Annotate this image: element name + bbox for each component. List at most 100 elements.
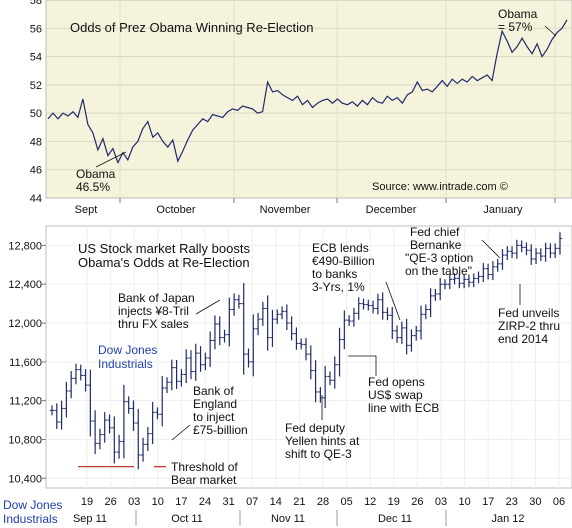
odds-x-axis: Sept October November December January xyxy=(75,198,556,216)
dow-price-bar xyxy=(461,274,467,289)
dow-price-bar xyxy=(481,263,486,283)
dow-price-bar xyxy=(64,381,69,418)
odds-y-tick-label: 58 xyxy=(30,0,42,7)
dow-price-bar xyxy=(207,331,213,367)
dow-price-bar xyxy=(418,305,424,340)
odds-chart: 44 46 48 50 52 54 56 58 Sept October November Dece… xyxy=(30,0,572,216)
dow-price-bar xyxy=(557,232,563,255)
dow-x-month-label: Nov 11 xyxy=(271,513,305,525)
dow-price-bar xyxy=(73,363,79,385)
dow-chart: 10,400 10,800 11,200 11,600 12,000 12,400 12,8… xyxy=(3,225,572,526)
dow-x-day-label: 03 xyxy=(435,496,447,508)
dow-price-bar xyxy=(289,316,294,341)
source-credit: Source: www.intrade.com © xyxy=(372,181,508,193)
dow-price-bar xyxy=(505,246,510,261)
dow-price-bar xyxy=(116,434,122,459)
odds-month-label: Sept xyxy=(75,204,98,216)
dow-price-bar xyxy=(519,240,524,253)
dow-price-bar xyxy=(88,369,93,437)
dow-price-bar xyxy=(466,274,472,288)
dow-price-bar xyxy=(155,407,160,420)
dow-price-bar xyxy=(390,306,395,340)
dow-y-tick-label: 11,200 xyxy=(9,396,42,408)
annotation-obama-start: Obama xyxy=(76,167,116,181)
dow-price-bar xyxy=(107,414,112,434)
annotation-obama-end: Obama xyxy=(498,7,538,21)
dow-price-bar xyxy=(150,401,155,445)
dow-price-bar xyxy=(543,242,548,262)
dow-x-day-label: 26 xyxy=(104,496,116,508)
dow-price-bar xyxy=(524,242,529,256)
dow-price-bar xyxy=(121,384,127,459)
x-axis-label-line2: Industrials xyxy=(3,512,58,526)
odds-month-label: January xyxy=(483,204,523,216)
dow-price-bar xyxy=(97,428,103,450)
dow-x-day-label: 21 xyxy=(293,496,305,508)
odds-month-label: October xyxy=(156,204,195,216)
dow-price-bar xyxy=(442,279,448,290)
annotation-ecb-line3: to banks xyxy=(312,267,357,281)
dow-price-bar xyxy=(179,369,184,387)
dow-price-bar xyxy=(83,369,88,392)
dow-y-tick-label: 12,800 xyxy=(8,240,42,252)
annotation-boe-line3: to inject xyxy=(193,410,235,424)
annotation-ecb-line2: €490-Billion xyxy=(312,254,375,268)
dow-x-month-label: Jan 12 xyxy=(491,513,524,525)
annotation-obama-end-value: = 57% xyxy=(498,20,533,34)
dow-price-bar xyxy=(404,318,409,355)
dow-x-day-label: 19 xyxy=(81,496,93,508)
annotation-obama-start-value: 46.5% xyxy=(76,180,110,194)
dow-price-bar xyxy=(380,292,385,320)
dow-price-bar xyxy=(351,307,357,327)
dow-x-day-label: 10 xyxy=(458,496,470,508)
dow-price-bar xyxy=(54,403,59,430)
dow-price-bar xyxy=(457,273,462,289)
dow-price-bar xyxy=(529,244,534,265)
annotation-boe-pointer xyxy=(171,424,191,441)
dow-price-bar xyxy=(538,248,544,262)
annotation-swap-line1: Fed opens xyxy=(368,375,425,389)
x-axis-label-line1: Dow Jones xyxy=(3,498,62,512)
dow-y-axis: 10,400 10,800 11,200 11,600 12,000 12,400 12,8… xyxy=(8,240,46,485)
annotation-bernanke-line3: "QE-3 option xyxy=(405,251,473,265)
dow-price-bar xyxy=(385,307,390,321)
dow-chart-title-line2: Obama's Odds at Re-Election xyxy=(78,255,250,270)
dow-price-bar xyxy=(241,283,246,375)
dow-price-bar xyxy=(68,371,74,399)
dow-price-bar xyxy=(193,343,198,381)
annotation-yellen-line1: Fed deputy xyxy=(285,421,345,435)
odds-y-tick-label: 46 xyxy=(30,165,42,177)
dow-price-bar xyxy=(476,271,481,284)
dow-x-axis-days: 19 26 03 10 17 24 31 07 14 21 28 05 12 19 26 03 10 17 23 30… xyxy=(81,496,565,508)
dow-price-bar xyxy=(92,410,98,455)
dow-price-bar xyxy=(548,243,553,259)
dow-price-bar xyxy=(303,338,309,361)
dow-x-day-label: 17 xyxy=(175,496,187,508)
dow-price-bar xyxy=(399,321,405,344)
dow-x-day-label: 14 xyxy=(270,496,282,508)
dow-price-bar xyxy=(322,366,328,409)
annotation-swap-pointer xyxy=(348,355,377,376)
dow-price-bar xyxy=(102,412,107,443)
dow-price-bar xyxy=(553,243,558,259)
series-label-line1: Dow Jones xyxy=(98,343,157,357)
dow-x-month-label: Oct 11 xyxy=(171,513,203,525)
dow-price-bar xyxy=(236,294,242,309)
dow-chart-title-line1: US Stock market Rally boosts xyxy=(78,241,250,256)
dow-x-day-label: 03 xyxy=(128,496,140,508)
dow-x-day-label: 06 xyxy=(553,496,565,508)
dow-price-bar xyxy=(260,301,266,326)
annotation-yellen-line2: Yellen hints at xyxy=(285,434,360,448)
dow-y-tick-label: 10,400 xyxy=(8,473,42,485)
dow-price-bar xyxy=(136,408,141,470)
dow-price-bar xyxy=(270,309,275,347)
dow-price-bar xyxy=(251,314,256,377)
dow-price-bar xyxy=(145,427,151,451)
odds-y-tick-label: 56 xyxy=(30,23,42,35)
dow-price-bar xyxy=(423,304,429,320)
annotation-start-pointer xyxy=(95,151,127,168)
dow-x-day-label: 19 xyxy=(388,496,400,508)
dow-price-bar xyxy=(294,327,299,350)
dow-price-bar xyxy=(160,375,165,427)
annotation-boj-pointer xyxy=(195,299,221,315)
